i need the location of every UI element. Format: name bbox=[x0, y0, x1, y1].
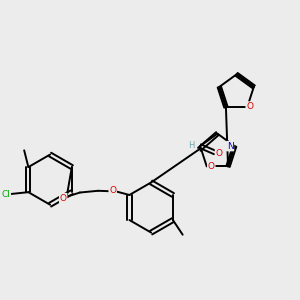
Text: O: O bbox=[60, 194, 67, 202]
Text: Cl: Cl bbox=[1, 190, 10, 199]
Text: H: H bbox=[188, 141, 195, 150]
Text: O: O bbox=[215, 149, 223, 158]
Text: O: O bbox=[109, 186, 116, 195]
Text: O: O bbox=[208, 162, 215, 171]
Text: N: N bbox=[227, 142, 233, 151]
Text: O: O bbox=[246, 102, 253, 111]
